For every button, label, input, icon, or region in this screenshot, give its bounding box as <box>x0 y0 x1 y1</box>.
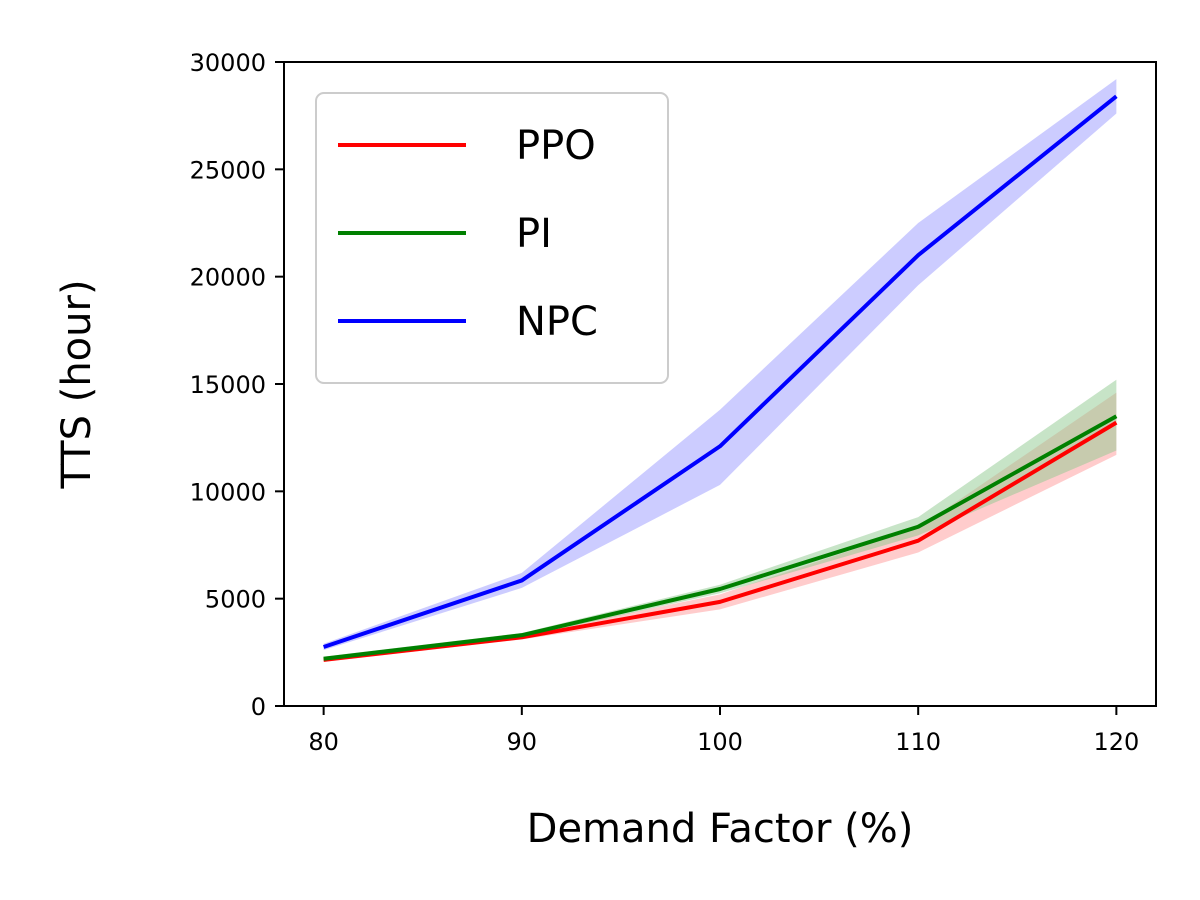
legend-entries: PPO PI NPC <box>338 123 598 345</box>
y-tick-label: 5000 <box>205 586 266 614</box>
legend-label-pi: PI <box>516 211 552 257</box>
confidence-bands <box>323 79 1117 662</box>
y-tick-label: 15000 <box>190 371 266 399</box>
x-tick-label: 90 <box>507 728 538 756</box>
x-tick-label: 100 <box>697 728 743 756</box>
y-tick-label: 0 <box>251 693 266 721</box>
legend-label-npc: NPC <box>516 299 598 345</box>
x-axis-title: Demand Factor (%) <box>527 806 914 852</box>
x-tick-label: 110 <box>895 728 941 756</box>
legend-frame <box>315 92 669 384</box>
series-lines <box>322 94 1118 662</box>
legend-label-ppo: PPO <box>516 123 596 169</box>
line-pi <box>323 414 1118 661</box>
y-axis-ticks: 0 5000 10000 15000 20000 25000 30000 <box>190 49 284 721</box>
y-axis-title: TTS (hour) <box>54 279 100 489</box>
y-tick-label: 25000 <box>190 156 266 184</box>
y-tick-label: 30000 <box>190 49 266 77</box>
x-tick-label: 120 <box>1093 728 1139 756</box>
line-npc <box>322 94 1118 649</box>
x-tick-label: 80 <box>308 728 339 756</box>
band-ppo <box>323 392 1117 662</box>
y-tick-label: 10000 <box>190 478 266 506</box>
y-tick-label: 20000 <box>190 264 266 292</box>
x-axis-ticks: 80 90 100 110 120 <box>308 706 1139 756</box>
legend: PPO PI NPC <box>315 92 669 384</box>
